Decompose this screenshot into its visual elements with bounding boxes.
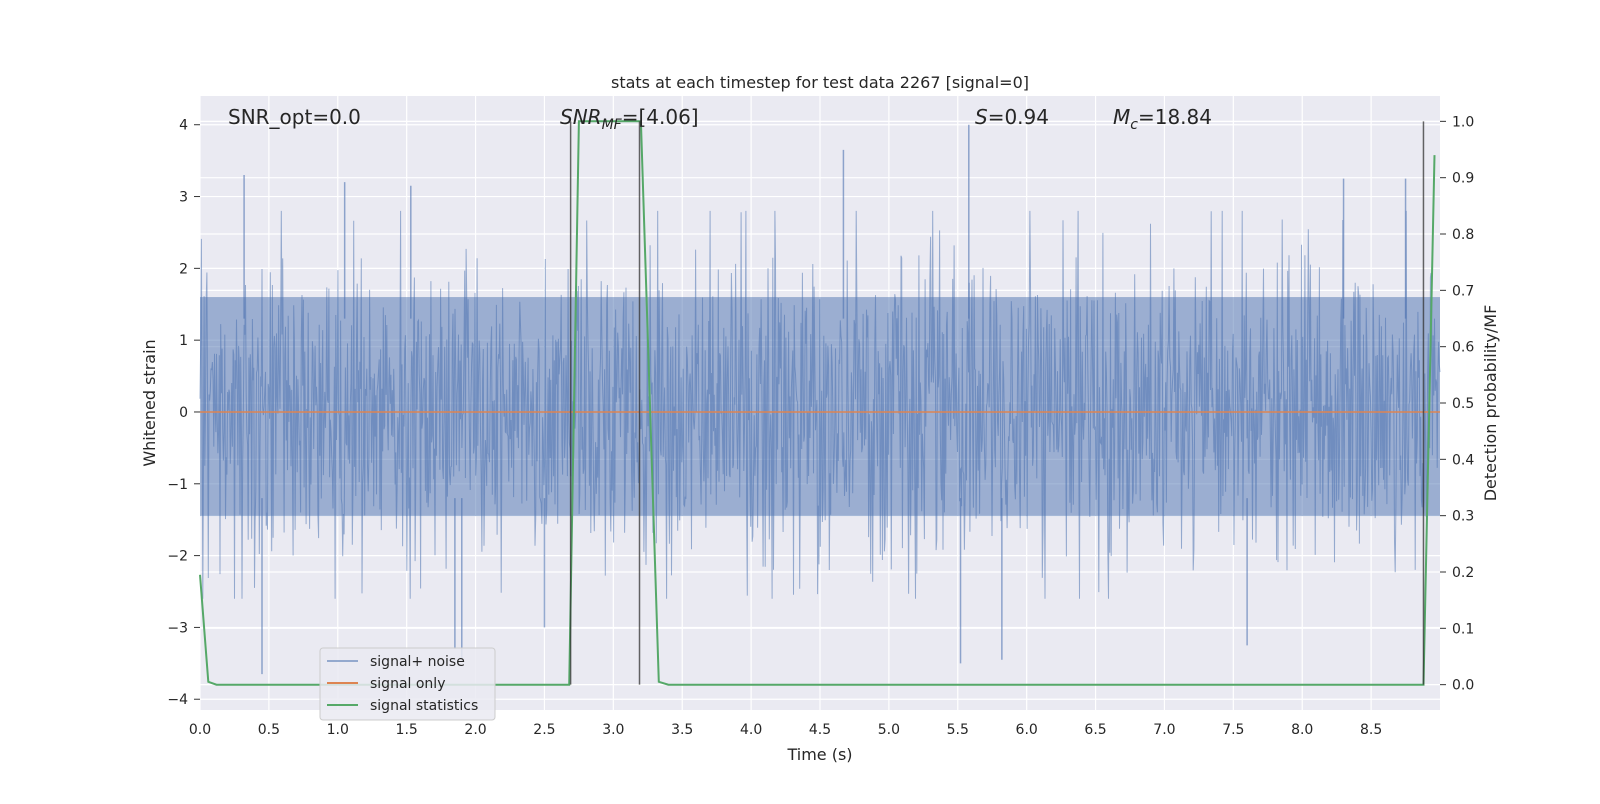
- x-tick-label-9: 4.5: [809, 722, 831, 738]
- annotation-snr-mf-main: SNR: [560, 105, 602, 129]
- y-left-tick-label-6: 2: [179, 261, 188, 277]
- x-tick-label-1: 0.5: [258, 722, 280, 738]
- y-left-tick-label-2: −2: [167, 549, 188, 565]
- x-tick-label-4: 2.0: [464, 722, 486, 738]
- annotation-mc-sub: c: [1130, 117, 1138, 133]
- y-right-tick-label-6: 0.6: [1452, 340, 1474, 356]
- y-right-tick-label-0: 0.0: [1452, 678, 1474, 694]
- y-left-tick-label-3: −1: [167, 477, 188, 493]
- y-right-tick-label-1: 0.1: [1452, 621, 1474, 637]
- annotation-s-main: S: [975, 105, 988, 129]
- annotation-s: S=0.94: [975, 105, 1049, 129]
- y-left-tick-label-8: 4: [179, 118, 188, 134]
- x-tick-label-3: 1.5: [396, 722, 418, 738]
- x-tick-label-0: 0.0: [189, 722, 211, 738]
- vertical-markers: [569, 121, 1425, 685]
- legend: signal+ noise signal only signal statist…: [319, 647, 496, 721]
- y-left-tick-label-7: 3: [179, 190, 188, 206]
- annotation-snr-mf-sub: MF: [602, 117, 623, 133]
- x-tick-label-6: 3.0: [602, 722, 624, 738]
- y-axis-label-right: Detection probability/MF: [1481, 305, 1500, 502]
- x-tick-label-2: 1.0: [327, 722, 349, 738]
- y-right-tick-label-7: 0.7: [1452, 283, 1474, 299]
- annotation-mc: Mc=18.84: [1113, 105, 1212, 133]
- x-tick-label-10: 5.0: [878, 722, 900, 738]
- y-right-tick-label-5: 0.5: [1452, 396, 1474, 412]
- x-tick-label-17: 8.5: [1360, 722, 1382, 738]
- tick-labels: 0.0 0.5 1.0 1.5 2.0 2.5 3.0 3.5 4.0 4.5 5.0 5.5 6.0 6…: [167, 114, 1474, 738]
- y-right-tick-label-4: 0.4: [1452, 452, 1474, 468]
- annotation-mc-main: M: [1113, 105, 1130, 129]
- y-right-tick-label-10: 1.0: [1452, 114, 1474, 130]
- legend-box: [319, 647, 496, 721]
- annotation-s-value: =0.94: [988, 105, 1049, 129]
- signal-noise-line: [199, 210, 1441, 599]
- x-tick-label-13: 6.5: [1084, 722, 1106, 738]
- y-left-tick-label-1: −3: [167, 620, 188, 636]
- y-right-tick-label-2: 0.2: [1452, 565, 1474, 581]
- x-axis-label: Time (s): [786, 745, 852, 764]
- x-tick-label-11: 5.5: [947, 722, 969, 738]
- x-tick-label-14: 7.0: [1153, 722, 1175, 738]
- legend-label-signal-only: signal only: [370, 676, 445, 692]
- y-right-tick-label-8: 0.8: [1452, 227, 1474, 243]
- legend-label-signal-noise: signal+ noise: [370, 654, 465, 670]
- annotation-mc-value: =18.84: [1138, 105, 1212, 129]
- annotation-snr-mf-value: =[4.06]: [622, 105, 699, 129]
- chart-title: stats at each timestep for test data 226…: [611, 73, 1029, 92]
- x-tick-label-15: 7.5: [1222, 722, 1244, 738]
- x-tick-label-16: 8.0: [1291, 722, 1313, 738]
- annotation-snr-mf: SNRMF=[4.06]: [560, 105, 699, 133]
- y-left-tick-label-4: 0: [179, 405, 188, 421]
- x-tick-label-7: 3.5: [671, 722, 693, 738]
- y-left-tick-label-0: −4: [167, 692, 188, 708]
- annotation-snr-opt: SNR_opt=0.0: [228, 105, 361, 129]
- signal-noise-series: [199, 124, 1441, 675]
- y-axis-label-left: Whitened strain: [140, 339, 159, 466]
- legend-label-signal-statistics: signal statistics: [370, 698, 478, 714]
- y-right-tick-label-9: 0.9: [1452, 171, 1474, 187]
- x-tick-label-8: 4.0: [740, 722, 762, 738]
- y-right-tick-label-3: 0.3: [1452, 509, 1474, 525]
- x-tick-label-12: 6.0: [1016, 722, 1038, 738]
- x-tick-label-5: 2.5: [533, 722, 555, 738]
- y-left-tick-label-5: 1: [179, 333, 188, 349]
